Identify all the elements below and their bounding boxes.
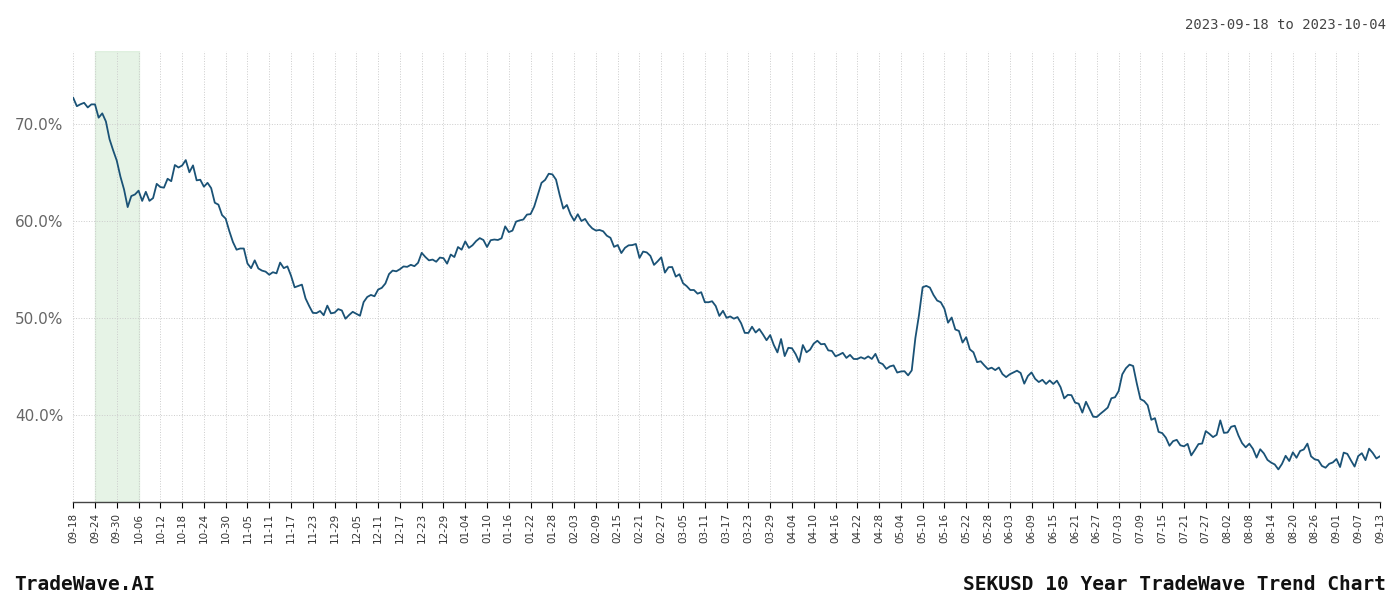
Text: TradeWave.AI: TradeWave.AI <box>14 575 155 594</box>
Bar <box>95 51 139 502</box>
Text: SEKUSD 10 Year TradeWave Trend Chart: SEKUSD 10 Year TradeWave Trend Chart <box>963 575 1386 594</box>
Text: 2023-09-18 to 2023-10-04: 2023-09-18 to 2023-10-04 <box>1184 18 1386 32</box>
